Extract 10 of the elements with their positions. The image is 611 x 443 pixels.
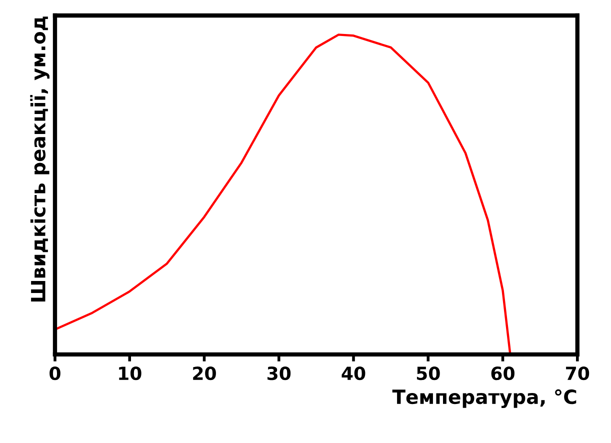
x-tick-label: 60 <box>491 366 514 380</box>
x-tick-label: 0 <box>50 366 60 380</box>
x-tick-label: 40 <box>342 366 366 380</box>
x-tick-label: 20 <box>193 366 216 380</box>
x-tick-label: 30 <box>268 366 291 380</box>
x-tick-label: 10 <box>119 366 142 380</box>
x-tick-label: 70 <box>566 366 590 380</box>
y-axis-title: Швидкість реакції, ум.од <box>30 16 50 302</box>
x-tick-label: 50 <box>416 366 440 380</box>
x-axis-title: Температура, °C <box>392 389 576 408</box>
